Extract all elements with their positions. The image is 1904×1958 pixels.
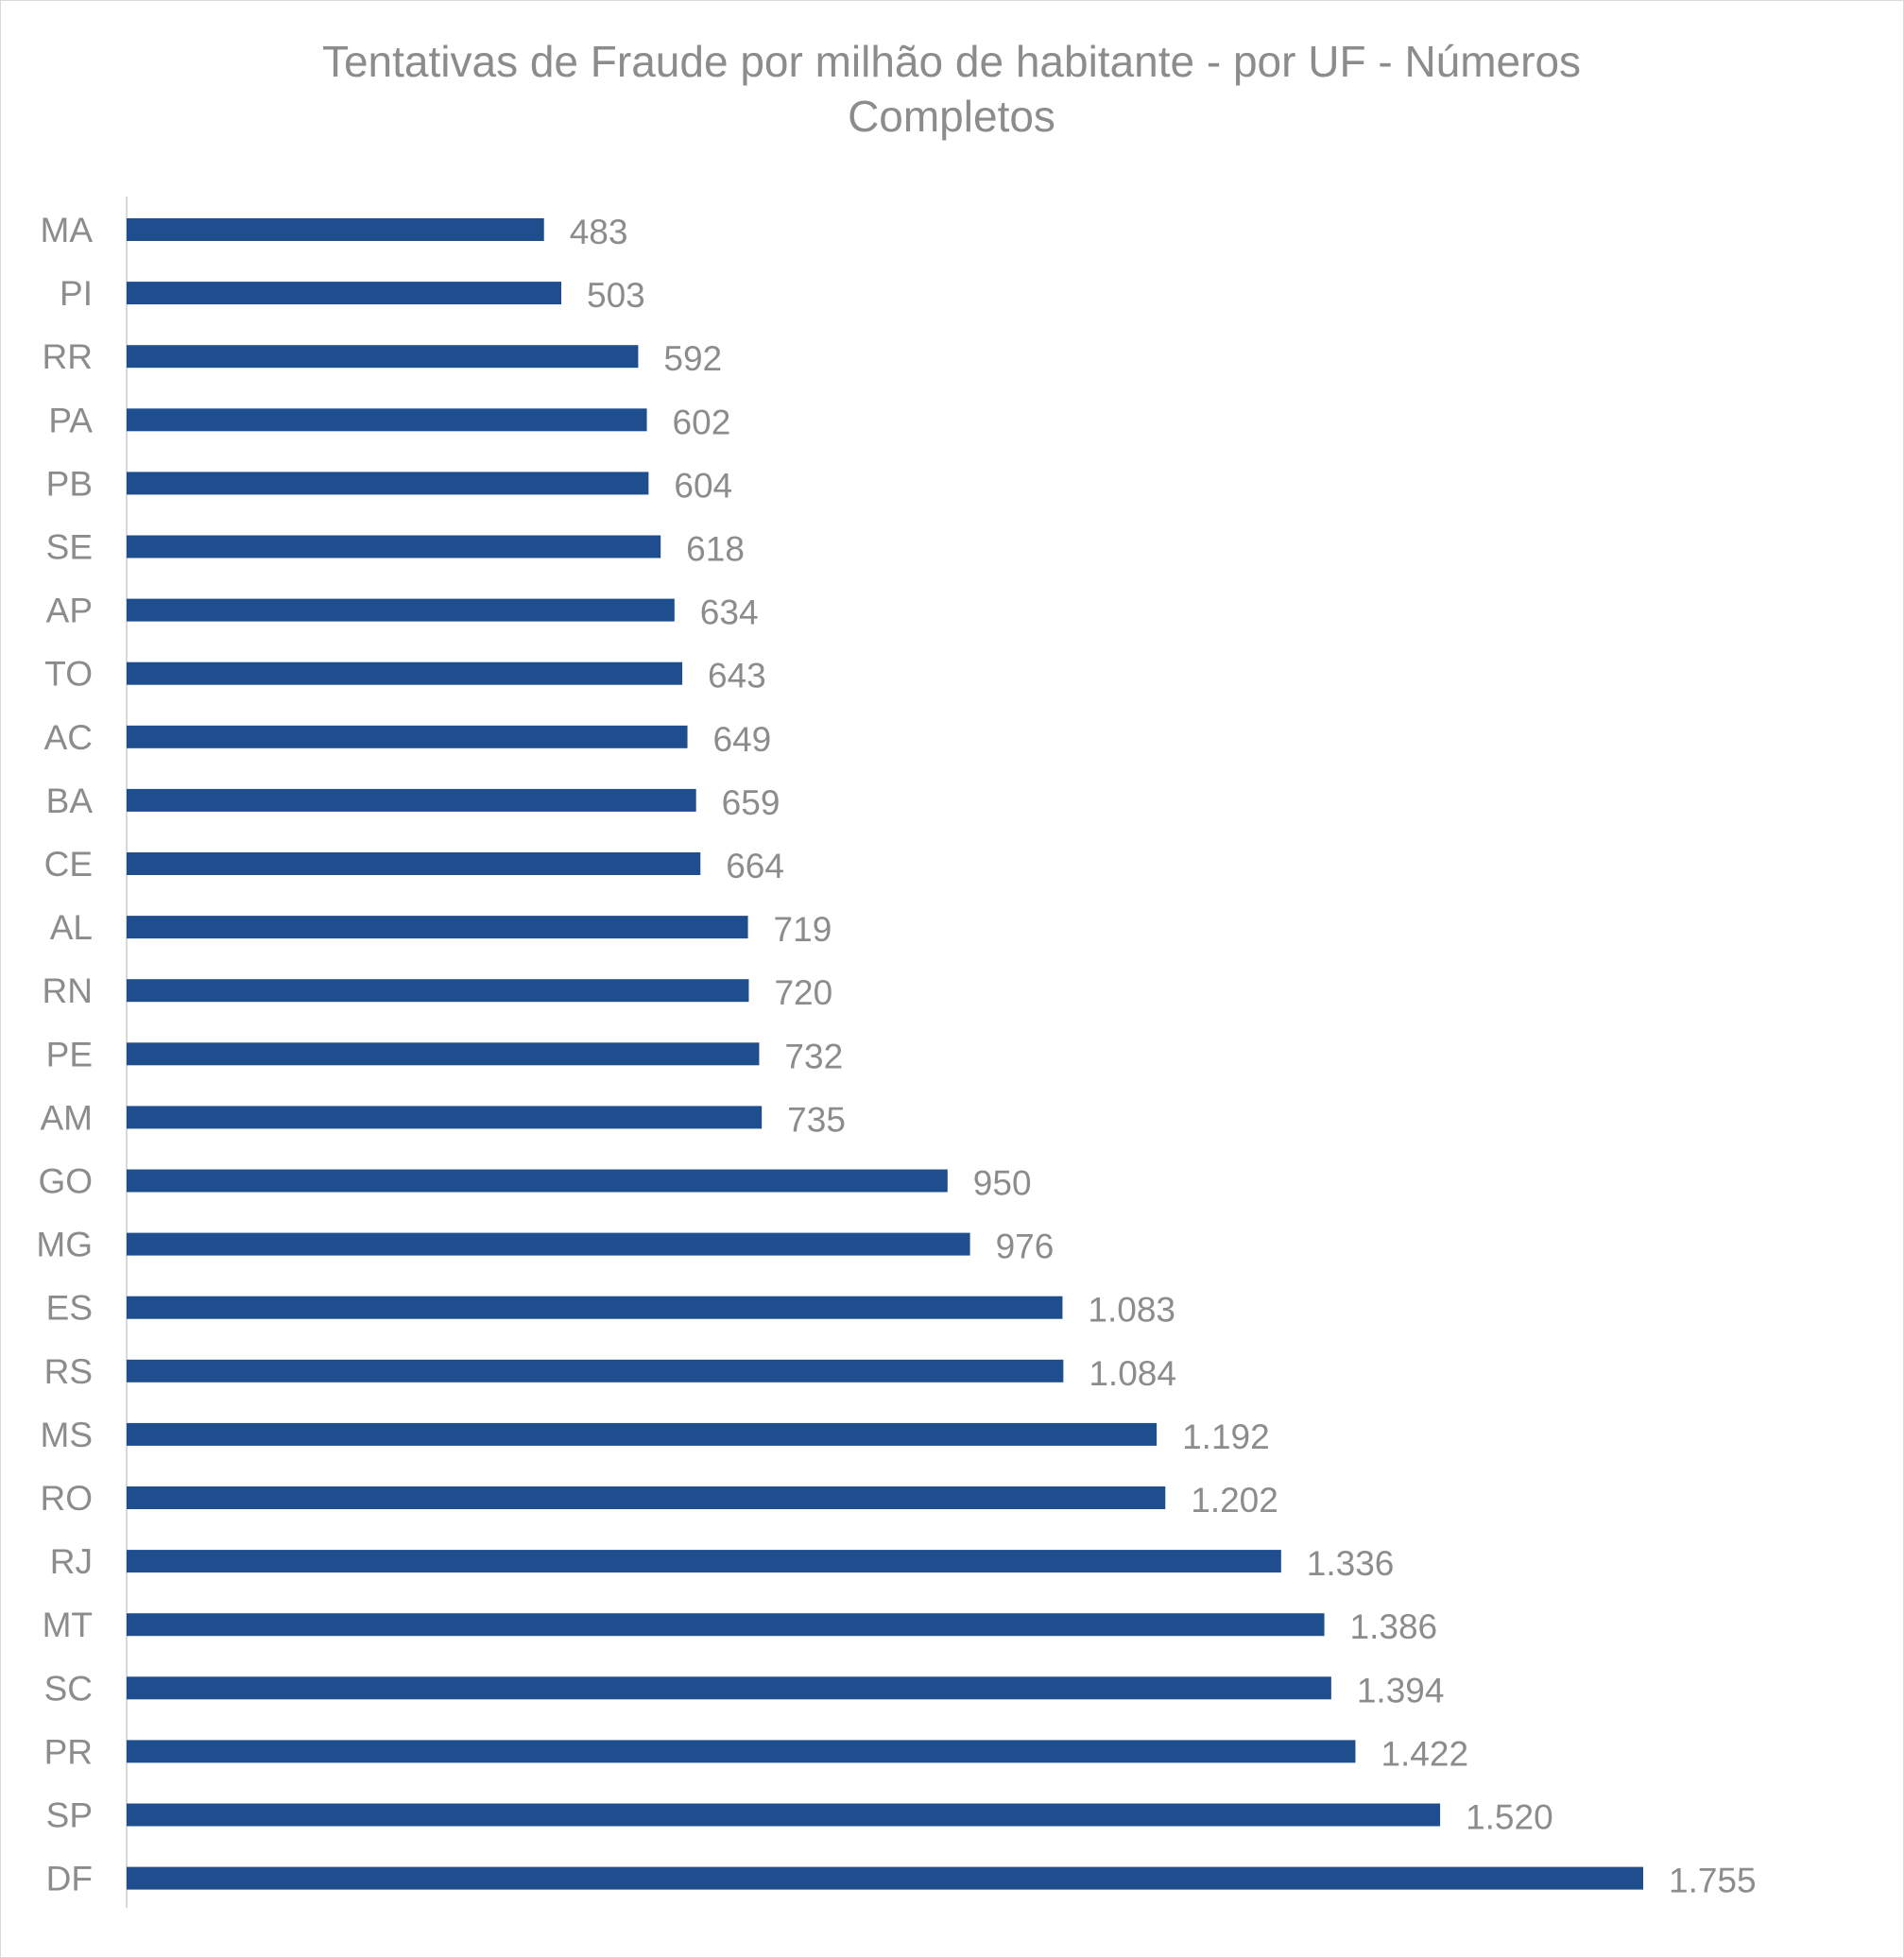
category-label: MS (41, 1416, 94, 1454)
data-label: 719 (774, 910, 832, 949)
data-label: 602 (673, 403, 731, 441)
bar (127, 1422, 1158, 1446)
bar (127, 345, 639, 369)
data-label: 643 (708, 657, 766, 696)
data-label: 1.336 (1307, 1544, 1395, 1583)
category-label: PB (46, 464, 93, 503)
data-label: 976 (996, 1228, 1055, 1266)
category-label: AP (46, 592, 93, 630)
bar (127, 1866, 1643, 1890)
data-label: 1.083 (1088, 1291, 1175, 1330)
data-label: 1.386 (1350, 1607, 1438, 1646)
bar (127, 1042, 760, 1066)
bars-group: MA 483 PI 503 RR 592 PA 602 PB 604 SE 618 AP 634 TO 643… (36, 211, 1756, 1900)
data-label: 1.084 (1089, 1354, 1176, 1393)
bar (127, 725, 688, 748)
data-label: 1.192 (1182, 1417, 1270, 1456)
bar (127, 916, 748, 939)
data-label: 592 (663, 339, 722, 378)
bar (127, 1613, 1325, 1637)
bar (127, 472, 649, 495)
category-label: RS (44, 1352, 93, 1391)
category-label: RO (41, 1479, 94, 1518)
data-label: 483 (570, 213, 628, 251)
bar (127, 788, 696, 812)
category-label: RN (43, 971, 93, 1010)
category-label: CE (44, 845, 93, 884)
bar (127, 661, 683, 685)
category-label: SP (46, 1796, 93, 1835)
bar (127, 1550, 1281, 1573)
bar (127, 1232, 970, 1256)
data-label: 1.755 (1669, 1862, 1757, 1900)
data-label: 720 (774, 973, 832, 1012)
category-label: PA (48, 401, 93, 439)
bar (127, 1740, 1356, 1763)
bar (127, 1359, 1064, 1383)
category-label: PR (44, 1732, 93, 1771)
bar (127, 282, 562, 305)
category-label: ES (46, 1289, 93, 1328)
bar (127, 218, 544, 241)
category-label: AC (44, 718, 93, 757)
category-label: MA (41, 211, 94, 249)
data-label: 659 (722, 783, 780, 822)
category-label: AL (50, 908, 93, 947)
data-label: 664 (726, 847, 784, 885)
data-label: 1.520 (1466, 1798, 1553, 1837)
data-label: 735 (787, 1100, 846, 1139)
bar (127, 1169, 948, 1193)
data-label: 618 (686, 530, 745, 569)
category-label: MT (43, 1606, 93, 1644)
category-label: TO (44, 655, 93, 694)
chart-title-line-1: Tentativas de Fraude por milhão de habit… (322, 37, 1581, 86)
bar (127, 598, 675, 622)
bar (127, 1486, 1166, 1509)
bar (127, 1676, 1331, 1700)
bar (127, 408, 647, 432)
chart-title-line-2: Completos (848, 92, 1055, 141)
bar (127, 1296, 1063, 1319)
data-label: 503 (587, 276, 645, 315)
data-label: 1.394 (1357, 1671, 1445, 1709)
data-label: 950 (973, 1164, 1032, 1203)
bar (127, 1106, 763, 1129)
category-label: DF (46, 1860, 93, 1898)
category-label: SE (46, 528, 93, 567)
data-label: 634 (700, 593, 759, 632)
bar (127, 852, 701, 875)
category-label: PI (60, 274, 93, 313)
data-label: 1.422 (1381, 1734, 1468, 1773)
category-label: PE (46, 1035, 93, 1073)
bar (127, 1803, 1441, 1827)
data-label: 604 (674, 466, 732, 505)
data-label: 1.202 (1191, 1481, 1278, 1520)
category-label: GO (38, 1162, 93, 1201)
data-label: 732 (784, 1037, 843, 1075)
data-label: 649 (713, 720, 772, 759)
category-label: MG (36, 1226, 93, 1264)
bar (127, 979, 749, 1003)
bar (127, 535, 661, 558)
category-label: RR (43, 337, 93, 376)
category-label: BA (46, 781, 94, 820)
category-label: SC (44, 1669, 93, 1708)
category-label: RJ (50, 1542, 93, 1581)
category-label: AM (41, 1098, 94, 1137)
